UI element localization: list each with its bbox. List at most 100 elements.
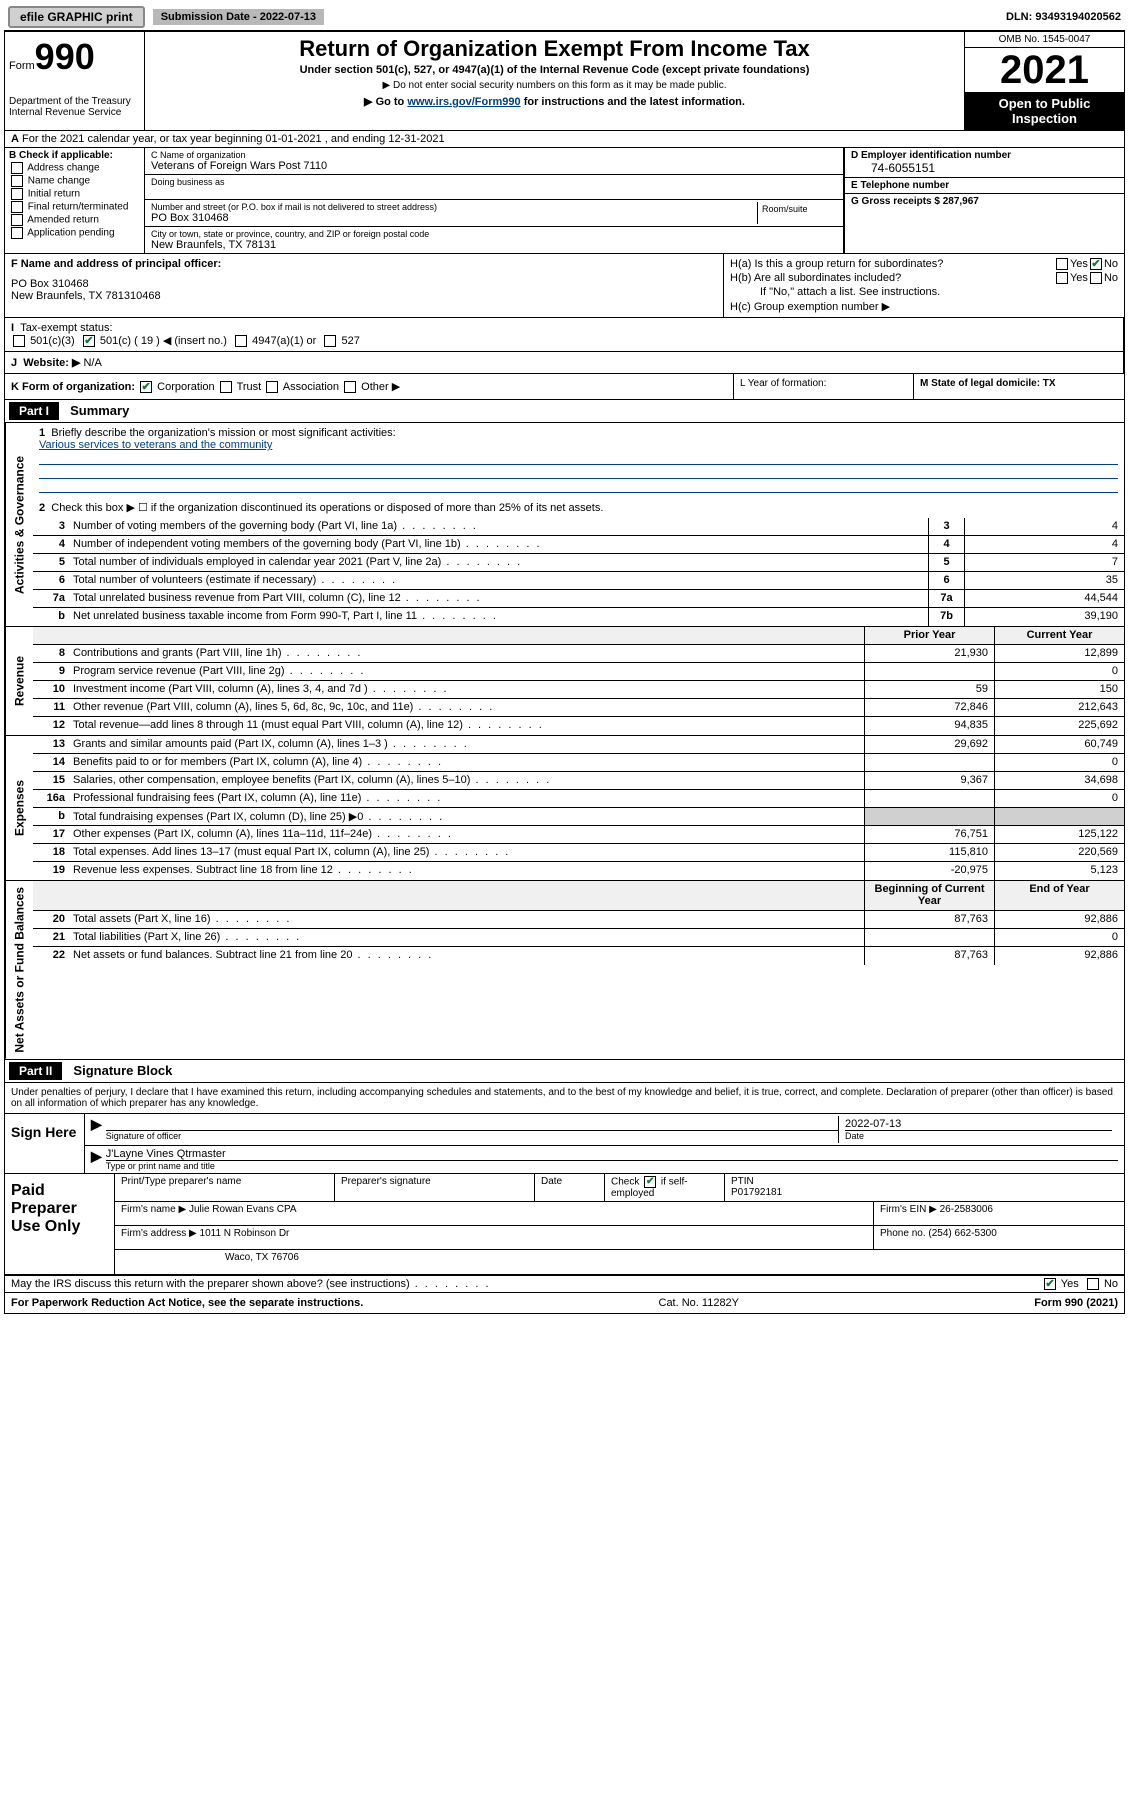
prior-18: 115,810: [864, 844, 994, 861]
cb-assoc[interactable]: [266, 381, 278, 393]
prior-14: [864, 754, 994, 771]
cb-501c3[interactable]: [13, 335, 25, 347]
gov-val-6: 35: [964, 572, 1124, 589]
paperwork-notice: For Paperwork Reduction Act Notice, see …: [11, 1297, 363, 1309]
cb-other[interactable]: [344, 381, 356, 393]
discuss-question: May the IRS discuss this return with the…: [11, 1278, 491, 1290]
mission: Various services to veterans and the com…: [39, 439, 1118, 451]
cb-discuss-no[interactable]: [1087, 1278, 1099, 1290]
tax-exempt-status: I Tax-exempt status: 501(c)(3) 501(c) ( …: [5, 318, 1124, 351]
gov-val-3: 4: [964, 518, 1124, 535]
cb-hb-yes[interactable]: [1056, 272, 1068, 284]
gov-val-4: 4: [964, 536, 1124, 553]
arrow-icon: ▶: [91, 1116, 102, 1143]
cb-ha-yes[interactable]: [1056, 258, 1068, 270]
dln: DLN: 93493194020562: [1006, 11, 1121, 23]
paid-preparer-label: Paid Preparer Use Only: [5, 1174, 115, 1274]
gov-val-7b: 39,190: [964, 608, 1124, 626]
firm-ein: 26-2583006: [940, 1204, 993, 1215]
form990-link[interactable]: www.irs.gov/Form990: [407, 96, 520, 108]
form-footer: Form 990 (2021): [1034, 1297, 1118, 1309]
current-20: 92,886: [994, 911, 1124, 928]
form-title-box: Return of Organization Exempt From Incom…: [145, 32, 964, 130]
declaration: Under penalties of perjury, I declare th…: [5, 1083, 1124, 1113]
current-14: 0: [994, 754, 1124, 771]
current-b: [994, 808, 1124, 825]
arrow-icon: ▶: [91, 1148, 102, 1171]
year-box: OMB No. 1545-0047 2021 Open to Public In…: [964, 32, 1124, 130]
cb-501c[interactable]: [83, 335, 95, 347]
firm-name: Julie Rowan Evans CPA: [189, 1204, 297, 1215]
cb-discuss-yes[interactable]: [1044, 1278, 1056, 1290]
prior-19: -20,975: [864, 862, 994, 880]
prior-b: [864, 808, 994, 825]
ein: 74-6055151: [851, 161, 1118, 175]
cb-initial-return[interactable]: [11, 188, 23, 200]
cb-4947[interactable]: [235, 335, 247, 347]
gov-val-7a: 44,544: [964, 590, 1124, 607]
top-bar: efile GRAPHIC print Submission Date - 20…: [4, 4, 1125, 31]
website: N/A: [83, 357, 101, 369]
cb-final-return[interactable]: [11, 201, 23, 213]
current-12: 225,692: [994, 717, 1124, 735]
cb-amended[interactable]: [11, 214, 23, 226]
current-22: 92,886: [994, 947, 1124, 965]
current-18: 220,569: [994, 844, 1124, 861]
cb-ha-no[interactable]: [1090, 258, 1102, 270]
submission-date: Submission Date - 2022-07-13: [153, 9, 324, 25]
prior-17: 76,751: [864, 826, 994, 843]
current-19: 5,123: [994, 862, 1124, 880]
org-street: PO Box 310468: [151, 212, 757, 224]
cat-no: Cat. No. 11282Y: [659, 1297, 740, 1309]
firm-phone: (254) 662-5300: [928, 1228, 996, 1239]
prior-21: [864, 929, 994, 946]
prior-20: 87,763: [864, 911, 994, 928]
prior-11: 72,846: [864, 699, 994, 716]
prior-8: 21,930: [864, 645, 994, 662]
cb-app-pending[interactable]: [11, 227, 23, 239]
prior-22: 87,763: [864, 947, 994, 965]
current-10: 150: [994, 681, 1124, 698]
prior-15: 9,367: [864, 772, 994, 789]
org-name: Veterans of Foreign Wars Post 7110: [151, 160, 837, 172]
firm-addr: 1011 N Robinson Dr: [200, 1228, 290, 1239]
current-16a: 0: [994, 790, 1124, 807]
current-8: 12,899: [994, 645, 1124, 662]
cb-527[interactable]: [324, 335, 336, 347]
current-13: 60,749: [994, 736, 1124, 753]
cb-self-employed[interactable]: [644, 1176, 656, 1188]
cb-hb-no[interactable]: [1090, 272, 1102, 284]
principal-officer: F Name and address of principal officer:…: [5, 254, 724, 317]
col-b-checkboxes: B Check if applicable: Address change Na…: [5, 148, 145, 253]
side-governance: Activities & Governance: [5, 423, 33, 626]
firm-city: Waco, TX 76706: [115, 1250, 1124, 1274]
prior-9: [864, 663, 994, 680]
state-domicile: M State of legal domicile: TX: [914, 374, 1124, 399]
part2-tag: Part II: [9, 1062, 62, 1080]
current-21: 0: [994, 929, 1124, 946]
prior-12: 94,835: [864, 717, 994, 735]
efile-print-button[interactable]: efile GRAPHIC print: [8, 6, 145, 28]
current-15: 34,698: [994, 772, 1124, 789]
part1-tag: Part I: [9, 402, 59, 420]
prior-16a: [864, 790, 994, 807]
ptin: P01792181: [731, 1187, 782, 1198]
prior-13: 29,692: [864, 736, 994, 753]
prior-10: 59: [864, 681, 994, 698]
row-a-tax-year: A For the 2021 calendar year, or tax yea…: [5, 131, 1124, 148]
current-17: 125,122: [994, 826, 1124, 843]
form-title: Return of Organization Exempt From Incom…: [153, 36, 956, 62]
side-net: Net Assets or Fund Balances: [5, 881, 33, 1059]
sign-here-label: Sign Here: [5, 1114, 85, 1173]
cb-address-change[interactable]: [11, 162, 23, 174]
gross-receipts: G Gross receipts $ 287,967: [851, 196, 1118, 207]
cb-corp[interactable]: [140, 381, 152, 393]
officer-name: J'Layne Vines Qtrmaster: [106, 1148, 1118, 1160]
form-id-box: Form990 Department of the Treasury Inter…: [5, 32, 145, 130]
cb-name-change[interactable]: [11, 175, 23, 187]
current-11: 212,643: [994, 699, 1124, 716]
org-city: New Braunfels, TX 78131: [151, 239, 837, 251]
current-9: 0: [994, 663, 1124, 680]
side-revenue: Revenue: [5, 627, 33, 735]
cb-trust[interactable]: [220, 381, 232, 393]
